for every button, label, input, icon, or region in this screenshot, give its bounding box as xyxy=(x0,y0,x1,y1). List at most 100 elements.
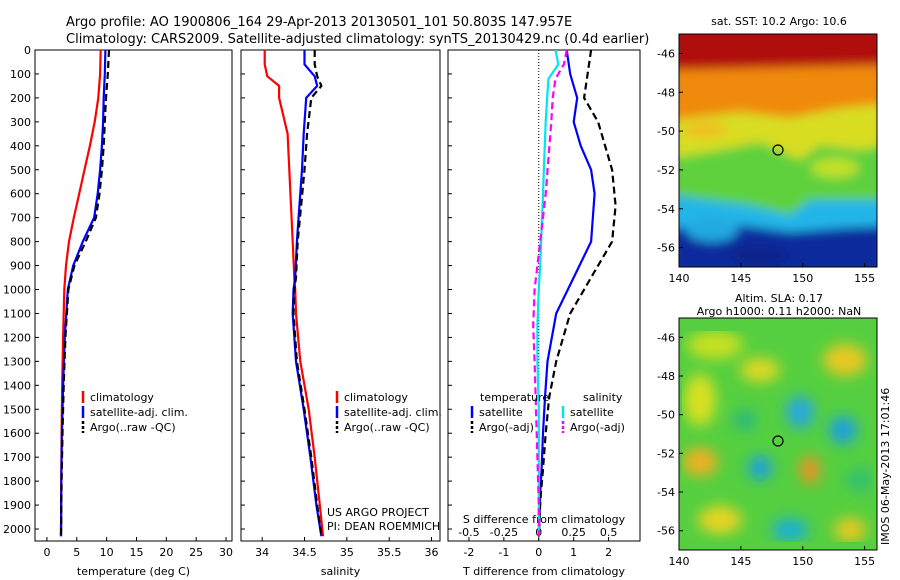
legend-label: climatology xyxy=(90,391,154,404)
x-tick-label: 2 xyxy=(605,546,612,559)
axes-frame xyxy=(447,49,641,542)
x-tick-label: 0 xyxy=(535,546,542,559)
y-tick-label: 1400 xyxy=(3,379,31,392)
series-line-1 xyxy=(291,50,323,537)
legend-label: satellite xyxy=(570,406,614,419)
temperature-panel: 0100200300400500600700800900100011001200… xyxy=(3,44,233,578)
y-tick-label: 500 xyxy=(10,164,31,177)
y-tick-label: 1100 xyxy=(3,307,31,320)
series-line-2 xyxy=(536,49,560,537)
legend-label: satellite-adj. clim. xyxy=(344,406,442,419)
y-tick-label: 1900 xyxy=(3,499,31,512)
legend-group-title: temperature xyxy=(480,391,549,404)
legend-label: climatology xyxy=(344,391,408,404)
y-tick-label: 1600 xyxy=(3,427,31,440)
series-line-1 xyxy=(59,49,107,537)
map-x-tick-label: 150 xyxy=(792,555,813,568)
x2-tick-label: 0.25 xyxy=(561,526,586,539)
map-x-tick-label: 145 xyxy=(730,555,751,568)
y-tick-label: 1800 xyxy=(3,475,31,488)
map-y-tick-label: -52 xyxy=(657,164,675,177)
y-tick-label: 300 xyxy=(10,116,31,129)
series-line-3 xyxy=(532,49,568,537)
sst-map xyxy=(678,33,878,268)
x2-tick-label: 0.5 xyxy=(600,526,618,539)
legend-group-title: salinity xyxy=(583,391,623,404)
series-line-2 xyxy=(292,50,323,537)
credit-project: US ARGO PROJECT xyxy=(327,506,429,519)
map-x-tick-label: 150 xyxy=(792,272,813,285)
map-axes: 140 145 150 155 -46 -48 -50 -52 -54 -56 140 145 150 1… xyxy=(657,47,875,568)
y-tick-label: 800 xyxy=(10,236,31,249)
map-x-tick-label: 155 xyxy=(854,272,875,285)
x-tick-label: 34.5 xyxy=(292,546,317,559)
y-tick-label: 0 xyxy=(24,44,31,57)
y-tick-label: 1000 xyxy=(3,284,31,297)
legend-label: satellite-adj. clim. xyxy=(90,406,188,419)
y-tick-label: 600 xyxy=(10,188,31,201)
y-tick-label: 1500 xyxy=(3,403,31,416)
map-x-tick-label: 140 xyxy=(669,272,690,285)
map-y-tick-label: -54 xyxy=(657,203,675,216)
sla-argo-marker xyxy=(772,435,784,447)
timestamp-stamp: IMOS 06-May-2013 17:01:46 xyxy=(879,388,892,545)
series-line-2 xyxy=(59,49,111,537)
x-tick-label: -2 xyxy=(463,546,474,559)
y-tick-label: 200 xyxy=(10,92,31,105)
map-y-tick-label: -52 xyxy=(657,447,675,460)
legend-label: Argo(-adj) xyxy=(479,421,534,434)
x-tick-label: 1 xyxy=(570,546,577,559)
axes-frame xyxy=(240,49,441,542)
map-y-tick-label: -46 xyxy=(657,331,675,344)
x2-tick-label: -0.25 xyxy=(490,526,518,539)
x-axis-label: T difference from climatology xyxy=(462,565,625,578)
axes-frame xyxy=(34,49,233,542)
legend-label: Argo(..raw -QC) xyxy=(344,421,430,434)
x-tick-label: 35.5 xyxy=(377,546,402,559)
map-y-tick-label: -46 xyxy=(657,47,675,60)
x-tick-label: -1 xyxy=(498,546,509,559)
sla-map-subtitle: Argo h1000: 0.11 h2000: NaN xyxy=(697,305,862,318)
series-line-1 xyxy=(537,49,617,537)
x-tick-label: 0 xyxy=(43,546,50,559)
map-y-tick-label: -56 xyxy=(657,525,675,538)
map-y-tick-label: -48 xyxy=(657,86,675,99)
legend-label: satellite xyxy=(479,406,523,419)
x-tick-label: 10 xyxy=(100,546,114,559)
x-tick-label: 34 xyxy=(255,546,269,559)
y-tick-label: 700 xyxy=(10,212,31,225)
series-line-0 xyxy=(537,49,596,537)
figure-subtitle: Climatology: CARS2009. Satellite-adjuste… xyxy=(66,32,649,47)
y-tick-label: 1300 xyxy=(3,355,31,368)
map-x-tick-label: 140 xyxy=(669,555,690,568)
sla-map-title: Altim. SLA: 0.17 xyxy=(735,292,823,305)
x-tick-label: 35 xyxy=(340,546,354,559)
map-y-tick-label: -48 xyxy=(657,370,675,383)
difference-panel: -2 -1 0 1 2 T difference from climatology -0.5… xyxy=(447,49,641,578)
legend-label: Argo(-adj) xyxy=(570,421,625,434)
credit-pi: PI: DEAN ROEMMICH xyxy=(327,520,440,533)
x-axis-label: salinity xyxy=(321,565,361,578)
y-tick-label: 900 xyxy=(10,260,31,273)
series-line-0 xyxy=(263,50,325,537)
salinity-panel: 34 34.5 35 35.5 36 salinity climatology satelli… xyxy=(240,49,442,578)
figure-title: Argo profile: AO 1900806_164 29-Apr-2013… xyxy=(66,15,572,30)
map-y-tick-label: -50 xyxy=(657,409,675,422)
x-tick-label: 20 xyxy=(159,546,173,559)
y-tick-label: 2000 xyxy=(3,523,31,536)
x2-tick-label: -0.5 xyxy=(458,526,479,539)
map-x-tick-label: 155 xyxy=(854,555,875,568)
x-tick-label: 25 xyxy=(189,546,203,559)
x-tick-label: 30 xyxy=(219,546,233,559)
x-tick-label: 5 xyxy=(73,546,80,559)
y-tick-label: 1700 xyxy=(3,451,31,464)
legend-label: Argo(..raw -QC) xyxy=(90,421,176,434)
map-y-tick-label: -54 xyxy=(657,486,675,499)
x-axis-label: temperature (deg C) xyxy=(77,565,190,578)
sla-map xyxy=(678,317,878,551)
map-x-tick-label: 145 xyxy=(730,272,751,285)
y-tick-label: 400 xyxy=(10,140,31,153)
map-y-tick-label: -56 xyxy=(657,242,675,255)
x-tick-label: 36 xyxy=(425,546,439,559)
